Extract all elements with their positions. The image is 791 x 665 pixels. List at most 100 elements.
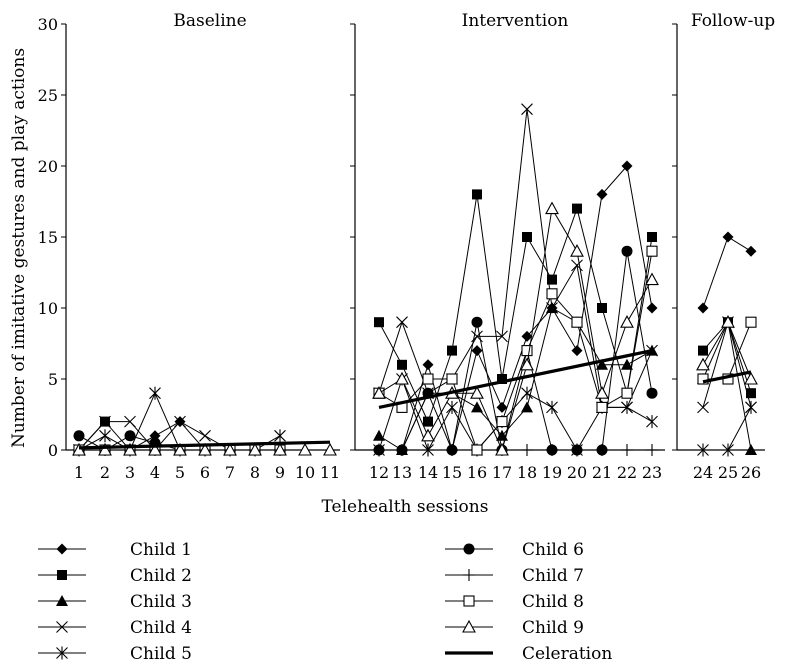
child-7-point — [596, 444, 608, 456]
child-9-point — [248, 442, 262, 456]
triangle-marker — [745, 444, 757, 455]
child-2-point — [447, 345, 457, 356]
open-triangle-marker — [98, 442, 112, 456]
child-2-point — [497, 374, 507, 384]
series-child-9 — [72, 201, 758, 456]
child-8-point — [745, 316, 757, 328]
child-8-point — [596, 401, 608, 413]
x-marker-stroke — [124, 415, 136, 428]
child-7-point — [446, 444, 458, 456]
child-8-point — [697, 373, 709, 385]
child-1-point — [521, 330, 533, 342]
child-9-point — [72, 442, 86, 456]
child-5-point — [274, 429, 286, 443]
x-tick-label: 12 — [369, 463, 389, 482]
legend-entry-celeration: Celeration — [445, 644, 612, 664]
child-2-point — [597, 303, 607, 313]
diamond-marker — [646, 302, 658, 314]
x-marker-stroke — [199, 429, 211, 442]
square-marker — [423, 416, 433, 427]
x-axis-label: Telehealth sessions — [322, 497, 489, 517]
legend-marker — [462, 619, 476, 633]
legend-marker — [463, 595, 475, 607]
child-4-point — [199, 429, 211, 442]
child-2-point — [522, 232, 532, 242]
child-3-point — [745, 444, 757, 455]
celeration-followup-line — [702, 370, 752, 384]
x-tick-label: 8 — [250, 463, 260, 482]
diamond-marker — [571, 345, 583, 357]
square-marker — [447, 345, 457, 356]
open-triangle-marker — [173, 442, 187, 456]
x-tick-label: 10 — [295, 463, 315, 482]
square-marker — [746, 388, 756, 399]
x-tick-label: 6 — [200, 463, 210, 482]
celeration-intervention-line — [378, 349, 653, 409]
child-1-point — [697, 302, 709, 314]
child-8-point — [646, 245, 658, 257]
phase-label-intervention: Intervention — [462, 11, 569, 31]
open-square-marker — [646, 245, 658, 257]
legend: Child 1 Child 2 Child 3 Child 4 Child 5 Child… — [38, 540, 612, 664]
open-square-marker — [521, 345, 533, 357]
diamond-marker — [722, 231, 734, 243]
child-5-point — [621, 400, 633, 414]
child-9-point — [421, 428, 435, 442]
child-5-point — [546, 400, 558, 414]
child-9-point — [372, 386, 386, 399]
x-marker-stroke — [99, 415, 111, 428]
x-tick-label: 18 — [517, 463, 537, 482]
open-triangle-marker — [323, 442, 337, 456]
child-1-point — [621, 160, 633, 172]
triangle-marker — [56, 595, 68, 606]
child-4-point — [124, 415, 136, 428]
child-9-point — [148, 442, 162, 456]
open-triangle-marker — [470, 386, 484, 399]
child-5-point — [446, 400, 458, 414]
child-2-intervention-line — [378, 194, 653, 423]
x-tick-label: 3 — [125, 463, 135, 482]
child-9-point — [470, 386, 484, 399]
open-square-marker — [422, 373, 434, 385]
child-8-point — [471, 444, 483, 456]
child-9-intervention-line — [378, 207, 653, 452]
triangle-marker — [621, 358, 633, 370]
child-3-point — [373, 429, 385, 441]
open-triangle-marker — [198, 442, 212, 456]
legend-entry-child-4: Child 4 — [38, 618, 192, 638]
square-marker — [572, 203, 582, 214]
legend-marker — [463, 569, 475, 581]
child-4-point — [546, 302, 558, 314]
x-tick-label: 2 — [100, 463, 110, 482]
child-5-point — [697, 443, 709, 457]
child-4-point — [496, 330, 508, 343]
child-1-point — [722, 231, 734, 243]
child-4-point — [571, 259, 583, 272]
child-1-point — [571, 345, 583, 357]
child-9-point — [298, 442, 312, 456]
child-2-point — [423, 416, 433, 427]
child-9-point — [495, 442, 509, 456]
child-9-point — [620, 315, 634, 328]
diamond-marker — [471, 345, 483, 357]
child-2-point — [746, 388, 756, 399]
child-8-point — [496, 416, 508, 428]
legend-entry-child-2: Child 2 — [38, 566, 192, 586]
x-tick-label: 26 — [741, 463, 761, 482]
triangle-marker — [471, 401, 483, 413]
square-marker — [547, 274, 557, 285]
x-tick-label: 14 — [418, 463, 438, 482]
diamond-marker — [745, 245, 757, 257]
open-triangle-marker — [72, 442, 86, 456]
child-8-point — [521, 345, 533, 357]
child-4-intervention-line — [378, 109, 653, 408]
child-3-point — [471, 401, 483, 413]
legend-marker — [56, 621, 68, 633]
triangle-marker — [373, 429, 385, 441]
child-4-followup-line — [702, 320, 752, 408]
child-7-point — [646, 444, 658, 456]
x-marker-stroke — [174, 415, 186, 428]
child-1-point — [422, 359, 434, 371]
open-square-marker — [621, 387, 633, 399]
